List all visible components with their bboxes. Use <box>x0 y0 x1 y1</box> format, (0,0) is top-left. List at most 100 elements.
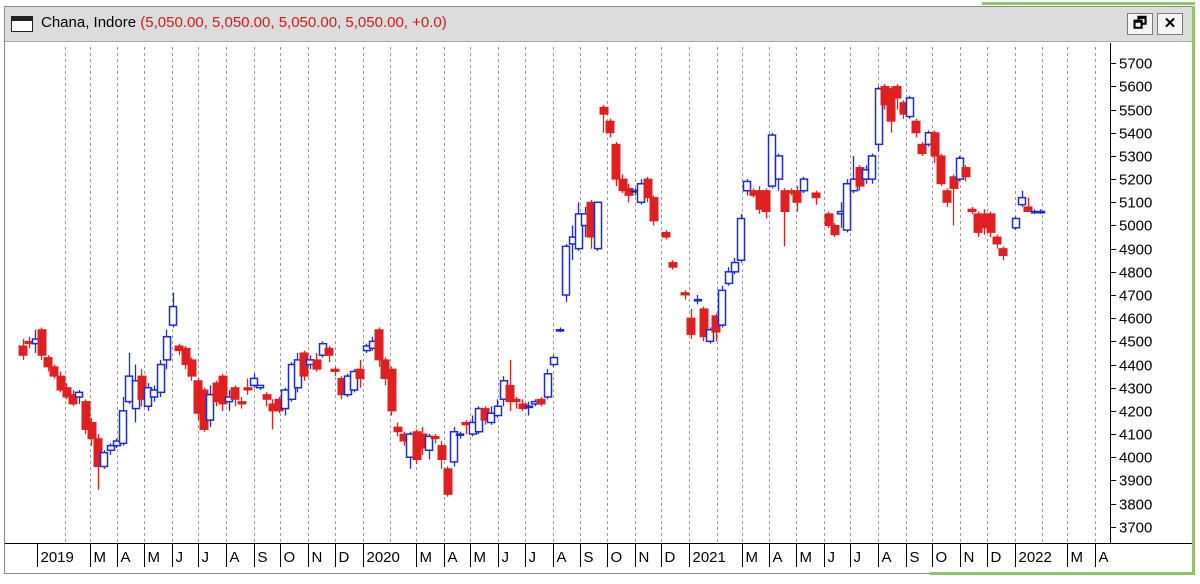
candle-body <box>393 426 403 433</box>
x-tick-label: A <box>121 549 131 566</box>
x-tick-label: J <box>202 549 210 566</box>
y-tick-label: 5000 <box>1119 218 1152 235</box>
candle-body <box>717 289 727 326</box>
candle-body <box>830 224 840 236</box>
candle-body <box>387 368 397 412</box>
candle-body <box>37 329 47 356</box>
candle-body <box>218 375 228 405</box>
candle-body <box>886 88 896 122</box>
y-tick-label: 5700 <box>1119 56 1152 73</box>
y-tick-label: 5400 <box>1119 126 1152 143</box>
candle-body <box>205 393 215 421</box>
y-tick-label: 5200 <box>1119 172 1152 189</box>
candle-body <box>911 120 921 134</box>
chart-window: Chana, Indore (5,050.00, 5,050.00, 5,050… <box>4 6 1194 574</box>
window-icon <box>11 16 33 32</box>
candle-body <box>62 387 72 398</box>
candle-body <box>930 132 940 157</box>
candle-body <box>330 368 340 372</box>
candle-body <box>574 213 584 250</box>
x-tick-label: 2022 <box>1019 549 1052 566</box>
y-tick-label: 4600 <box>1119 311 1152 328</box>
x-tick-label: J <box>828 549 836 566</box>
candle-body <box>1011 217 1021 229</box>
candle-body <box>181 347 191 366</box>
y-tick-label: 5500 <box>1119 103 1152 120</box>
candle-body <box>561 245 571 296</box>
candle-body <box>349 370 359 391</box>
candle-body <box>811 192 821 199</box>
y-tick-label: 4200 <box>1119 404 1152 421</box>
x-tick-label: M <box>148 549 161 566</box>
y-tick-label: 4700 <box>1119 288 1152 305</box>
candle-body <box>917 143 927 155</box>
y-tick-label: 4000 <box>1119 450 1152 467</box>
candle-body <box>780 190 790 213</box>
candle-body <box>668 262 678 268</box>
x-tick-label: A <box>448 549 458 566</box>
y-tick-label: 3900 <box>1119 473 1152 490</box>
candle-body <box>643 178 653 199</box>
candle-body <box>162 335 172 361</box>
candle-body <box>1023 206 1033 213</box>
candle-body <box>524 405 534 409</box>
candle-body <box>118 410 128 445</box>
candle-body <box>87 421 97 440</box>
candle-body <box>493 405 503 417</box>
x-tick-label: 2021 <box>693 549 726 566</box>
window-titlebar[interactable]: Chana, Indore (5,050.00, 5,050.00, 5,050… <box>5 7 1193 42</box>
x-tick-label: M <box>420 549 433 566</box>
candle-body <box>355 368 365 379</box>
candle-body <box>81 401 91 430</box>
candle-body <box>511 398 521 403</box>
candle-body <box>99 451 109 468</box>
candle-body <box>187 359 197 377</box>
candle-body <box>543 373 553 398</box>
x-tick-label: O <box>611 549 623 566</box>
x-tick-label: N <box>964 549 975 566</box>
candle-body <box>555 329 565 332</box>
candle-body <box>106 444 116 452</box>
candle-body <box>405 433 415 458</box>
candle-body <box>280 389 290 410</box>
x-tick-label: A <box>882 549 892 566</box>
y-tick-label: 4100 <box>1119 427 1152 444</box>
accent-border-top <box>982 2 1195 5</box>
candle-body <box>799 178 809 192</box>
candle-body <box>842 182 852 231</box>
x-tick-label: S <box>258 549 268 566</box>
candle-body <box>992 236 1002 245</box>
candle-body <box>312 359 322 370</box>
candle-body <box>905 97 915 118</box>
price-chart[interactable]: 3700 3800 3900 4000 4100 4200 4300 4400 4500 4600… <box>5 43 1193 573</box>
candle-body <box>649 197 659 222</box>
candle-body <box>18 345 28 356</box>
candle-body <box>249 377 259 387</box>
candle-body <box>449 430 459 463</box>
x-tick-label: M <box>800 549 813 566</box>
x-tick-label: M <box>94 549 107 566</box>
candle-body <box>724 271 734 285</box>
x-tick-label: M <box>474 549 487 566</box>
candle-body <box>593 201 603 250</box>
candle-body <box>761 190 771 213</box>
x-tick-label: N <box>312 549 323 566</box>
candle-body <box>636 182 646 204</box>
x-tick-label: S <box>584 549 594 566</box>
x-tick-label: J <box>502 549 510 566</box>
candle-body <box>686 317 696 335</box>
candle-body <box>156 363 166 394</box>
candle-body <box>430 435 440 440</box>
candle-body <box>56 375 66 391</box>
restore-button[interactable]: 🗗 <box>1127 13 1153 35</box>
candle-body <box>149 389 159 398</box>
y-tick-label: 5600 <box>1119 79 1152 96</box>
y-tick-label: 3800 <box>1119 497 1152 514</box>
candle-body <box>43 357 53 368</box>
candle-body <box>437 445 447 461</box>
y-tick-label: 4900 <box>1119 242 1152 259</box>
x-tick-label: 2019 <box>41 549 74 566</box>
candle-body <box>961 167 971 178</box>
x-tick-label: A <box>230 549 240 566</box>
close-button[interactable]: ✕ <box>1157 13 1183 35</box>
